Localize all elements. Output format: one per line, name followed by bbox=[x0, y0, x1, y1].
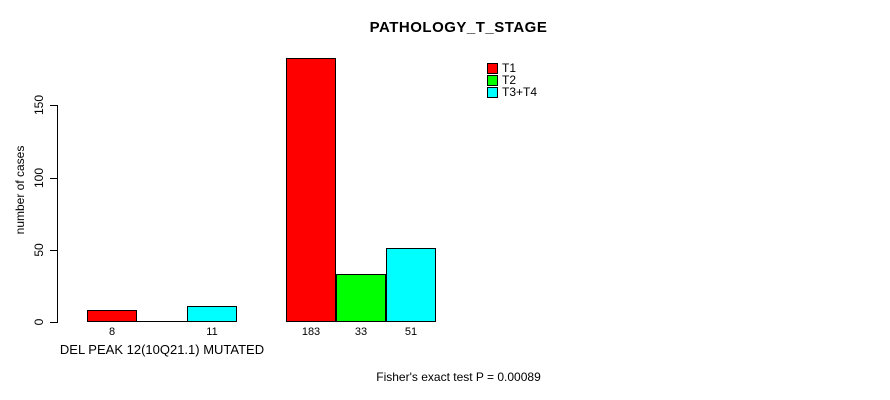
legend-row: T3+T4 bbox=[487, 86, 537, 98]
legend-swatch bbox=[487, 74, 498, 86]
legend-row: T1 bbox=[487, 62, 537, 74]
y-tick-label: 0 bbox=[32, 318, 46, 326]
legend-swatch bbox=[487, 86, 498, 98]
bar bbox=[286, 58, 336, 322]
x-group-label: DEL PEAK 12(10Q21.1) MUTATED bbox=[59, 342, 265, 357]
legend-label: T2 bbox=[502, 73, 517, 87]
legend: T1 T2 T3+T4 bbox=[487, 62, 537, 98]
zero-bar bbox=[137, 321, 187, 322]
bar-value-label: 8 bbox=[108, 326, 116, 338]
legend-swatch bbox=[487, 62, 498, 74]
y-axis-label: number of cases bbox=[13, 145, 27, 235]
y-tick bbox=[50, 249, 57, 251]
y-tick bbox=[50, 322, 57, 323]
bar bbox=[386, 248, 436, 322]
legend-row: T2 bbox=[487, 74, 537, 86]
bar-value-label: 51 bbox=[404, 326, 418, 338]
y-tick-label: 50 bbox=[32, 243, 46, 257]
y-tick bbox=[50, 177, 57, 179]
y-tick bbox=[50, 105, 57, 107]
bar-value-label: 11 bbox=[206, 326, 218, 338]
bar-value-label: 183 bbox=[301, 326, 321, 338]
y-tick-label: 150 bbox=[32, 95, 46, 116]
legend-label: T3+T4 bbox=[502, 85, 538, 99]
y-axis-line bbox=[57, 105, 58, 323]
bar-value-label: 33 bbox=[354, 326, 368, 338]
bar bbox=[336, 274, 386, 322]
y-tick-label: 100 bbox=[32, 167, 46, 188]
bar bbox=[187, 306, 237, 322]
bar bbox=[87, 310, 137, 322]
footer-annotation: Fisher's exact test P = 0.00089 bbox=[376, 370, 541, 384]
chart-title: PATHOLOGY_T_STAGE bbox=[369, 19, 548, 36]
legend-label: T1 bbox=[502, 61, 517, 75]
